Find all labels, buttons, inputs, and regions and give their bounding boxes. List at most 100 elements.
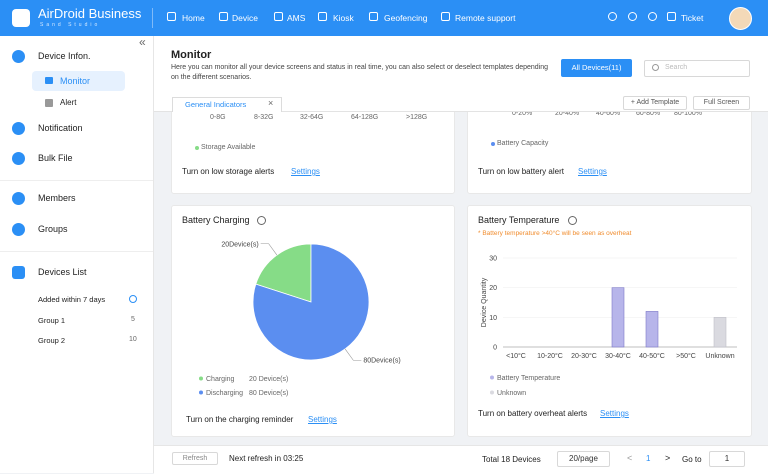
full-screen[interactable]: Full Screen [693, 96, 750, 110]
nav-icon [274, 12, 283, 21]
search-placeholder: Search [665, 64, 688, 71]
page-size[interactable]: 20/page [557, 451, 610, 467]
legend-label: Discharging [206, 390, 243, 397]
bar [611, 287, 625, 348]
icon[interactable] [628, 12, 637, 21]
nav-item[interactable]: Device [232, 13, 258, 23]
leader-line [260, 243, 278, 256]
group[interactable]: Added within 7 days [38, 295, 106, 304]
category: 0-20% [512, 110, 533, 117]
add-template[interactable]: + Add Template [623, 96, 687, 110]
nav-icon [441, 12, 450, 21]
category: 64-128G [351, 114, 379, 121]
group-count: 10 [129, 336, 137, 343]
card-title: Battery Charging [182, 215, 250, 225]
group[interactable]: Group 1 [38, 316, 66, 325]
x-tick-label: <10°C [506, 352, 526, 360]
goto-label: Go to [682, 455, 702, 464]
y-axis-label: Device Quantity [481, 277, 488, 327]
tab[interactable] [172, 97, 282, 112]
icon [12, 122, 25, 135]
page-title: Monitor [171, 49, 212, 61]
y-tick-label: 0 [493, 345, 497, 352]
icon[interactable] [608, 12, 617, 21]
menu-item[interactable]: Bulk File [38, 153, 73, 163]
settings-link[interactable]: Settings [291, 167, 320, 176]
alert-text: Turn on the charging reminder [186, 415, 294, 424]
settings-link[interactable]: Settings [578, 167, 607, 176]
nav-item[interactable]: Kiosk [333, 13, 354, 23]
legend-dot [199, 390, 203, 395]
pie-slice [255, 243, 312, 303]
group[interactable]: Group 2 [38, 336, 66, 345]
search-box[interactable] [644, 60, 750, 77]
separator [152, 8, 153, 28]
category: 8-32G [254, 114, 274, 121]
alert-text: Turn on low battery alert [478, 167, 564, 176]
tab-label[interactable]: General Indicators [185, 100, 247, 109]
category: 60-80% [636, 110, 661, 117]
sidebar [0, 36, 154, 473]
menu-item[interactable]: Members [38, 193, 76, 203]
description: Here you can monitor all your device scr… [171, 64, 549, 81]
legend-value: 80 Device(s) [249, 390, 288, 397]
menu-item[interactable]: Alert [60, 98, 77, 107]
icon[interactable] [648, 12, 657, 21]
current-page[interactable]: 1 [646, 454, 651, 463]
icon [12, 223, 25, 236]
nav-item[interactable]: Geofencing [384, 13, 428, 23]
help-icon[interactable] [257, 216, 266, 225]
settings-link[interactable]: Settings [308, 415, 337, 424]
avatar[interactable] [729, 7, 752, 30]
card-title: Battery Temperature [478, 215, 560, 225]
nav-icon [167, 12, 176, 21]
x-tick-label: 40-50°C [639, 352, 665, 360]
prev[interactable]: < [627, 453, 633, 463]
x-tick-label: 10-20°C [537, 352, 563, 360]
settings-link[interactable]: Settings [600, 409, 629, 418]
divider [0, 180, 153, 181]
footer [154, 445, 768, 474]
icon [129, 295, 137, 303]
next[interactable]: > [665, 453, 671, 463]
menu-item[interactable]: Notification [38, 123, 83, 133]
category: >128G [406, 114, 428, 121]
card [467, 205, 752, 437]
collapse[interactable]: « [139, 35, 146, 49]
ticket[interactable]: Ticket [681, 13, 704, 23]
logo-icon [12, 9, 30, 27]
legend-label: Charging [206, 376, 235, 383]
x-tick-label: 20-30°C [571, 352, 597, 360]
menu-item[interactable]: Device Infon. [38, 51, 91, 61]
x-tick-label: 30-40°C [605, 352, 631, 360]
brand-sub: Sand Studio [40, 22, 101, 28]
nav-item[interactable]: Remote support [455, 13, 516, 23]
legend-dot [490, 390, 494, 395]
category: 0-8G [210, 114, 226, 121]
nav-icon [318, 12, 327, 21]
y-tick-label: 20 [489, 285, 497, 292]
goto-input[interactable]: 1 [709, 451, 745, 467]
menu-item[interactable]: Devices List [38, 267, 87, 277]
bar [713, 317, 727, 348]
legend-dot [491, 142, 495, 146]
nav-item[interactable]: AMS [287, 13, 306, 23]
refresh-button[interactable]: Refresh [172, 452, 218, 465]
tab-close[interactable]: × [268, 98, 274, 108]
y-tick-label: 10 [489, 315, 497, 322]
device-filter[interactable]: All Devices(11) [561, 59, 632, 77]
legend: Storage Available [201, 144, 256, 151]
category: 32-64G [300, 114, 324, 121]
menu-item[interactable]: Groups [38, 224, 68, 234]
menu-item[interactable]: Monitor [60, 76, 91, 86]
icon [667, 12, 676, 21]
group-count: 5 [131, 316, 135, 323]
x-tick-label: >50°C [676, 352, 696, 360]
data-label: 80Device(s) [363, 358, 400, 365]
top-bar [0, 0, 768, 36]
x-tick-label: Unknown [705, 353, 734, 360]
help-icon[interactable] [568, 216, 577, 225]
icon [45, 77, 53, 84]
legend: Battery Capacity [497, 140, 549, 147]
nav-item[interactable]: Home [182, 13, 205, 23]
